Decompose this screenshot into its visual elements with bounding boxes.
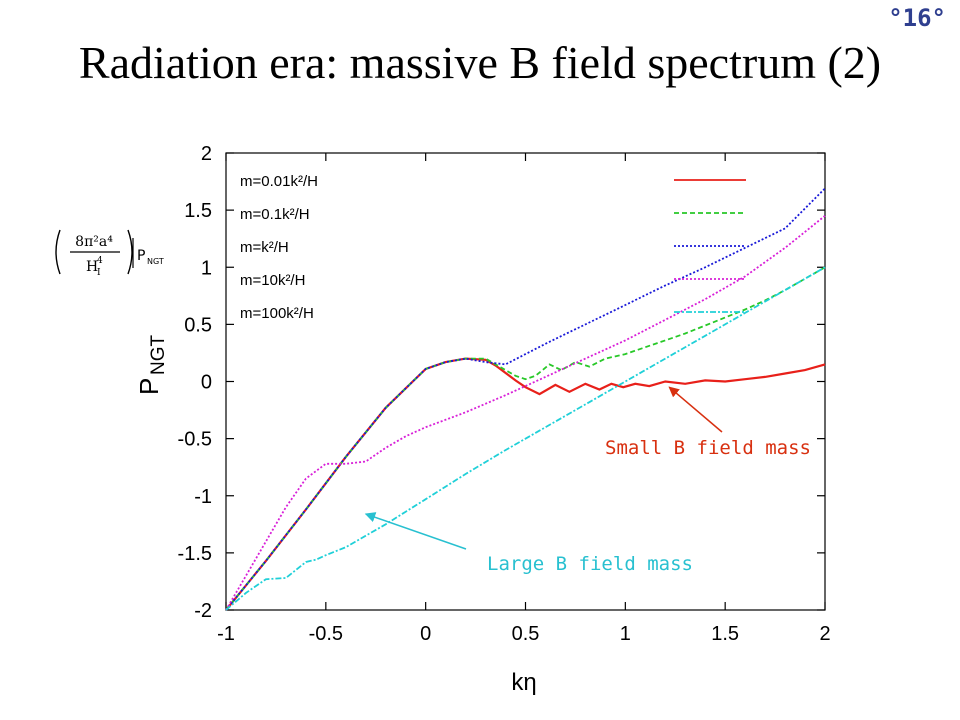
prefactor-symbol-sub: NGT — [147, 257, 164, 266]
large-mass-label: Large B field mass — [487, 553, 693, 575]
x-tick-label: 1 — [620, 623, 631, 645]
y-axis-label-main: P — [134, 378, 164, 395]
legend-label-2: m=0.1k²/H — [240, 206, 310, 223]
series-line-5 — [225, 266, 826, 611]
series-line-2 — [225, 266, 826, 611]
legend-label-4: m=10k²/H — [240, 272, 305, 289]
page-title: Radiation era: massive B field spectrum … — [78, 37, 882, 88]
prefactor-expression: 8π²a⁴ H 4 I P NGT — [55, 229, 164, 278]
y-axis-label: P NGT — [134, 335, 169, 396]
y-tick-label: -1 — [194, 486, 212, 508]
y-tick-label: 0.5 — [184, 314, 212, 336]
prefactor-denominator-sup: 4 — [97, 256, 103, 266]
x-tick-label: 0.5 — [512, 623, 540, 645]
x-tick-label: -1 — [217, 623, 235, 645]
axis-ticks: -1 -0.5 0 0.5 1 1.5 2 -2 -1.5 -1 -0.5 0 0.5 1 1.5 2 — [178, 143, 831, 645]
y-tick-label: -0.5 — [178, 429, 212, 451]
y-tick-label: -1.5 — [178, 543, 212, 565]
x-tick-label: 2 — [819, 623, 830, 645]
x-tick-label: 1.5 — [711, 623, 739, 645]
legend: m=0.01k²/H m=0.1k²/H m=k²/H m=10k²/H m=100k²… — [240, 173, 746, 322]
legend-label-5: m=100k²/H — [240, 305, 314, 322]
x-axis-label: kη — [511, 669, 536, 696]
legend-label-3: m=k²/H — [240, 239, 289, 256]
prefactor-symbol: P — [137, 248, 145, 264]
prefactor-denominator: H — [86, 259, 98, 275]
y-tick-label: 2 — [201, 143, 212, 165]
y-axis-label-sub: NGT — [148, 335, 169, 376]
prefactor-denominator-sub: I — [97, 268, 101, 278]
series-line-4 — [225, 215, 826, 611]
y-tick-label: 1.5 — [184, 200, 212, 222]
series-line-3 — [225, 187, 826, 611]
annotations: Small B field mass Large B field mass — [364, 386, 811, 575]
large-mass-arrow — [364, 512, 467, 550]
y-tick-label: 0 — [201, 372, 212, 394]
slide-number: °16° — [888, 4, 946, 32]
legend-label-1: m=0.01k²/H — [240, 173, 318, 190]
x-tick-label: -0.5 — [309, 623, 343, 645]
small-mass-label: Small B field mass — [605, 437, 811, 459]
plot-frame — [225, 152, 826, 611]
prefactor-numerator: 8π²a⁴ — [75, 234, 113, 250]
small-mass-arrow — [668, 386, 723, 433]
y-tick-label: 1 — [201, 257, 212, 279]
series-lines — [225, 187, 826, 611]
y-tick-label: -2 — [194, 600, 212, 622]
x-tick-label: 0 — [420, 623, 431, 645]
